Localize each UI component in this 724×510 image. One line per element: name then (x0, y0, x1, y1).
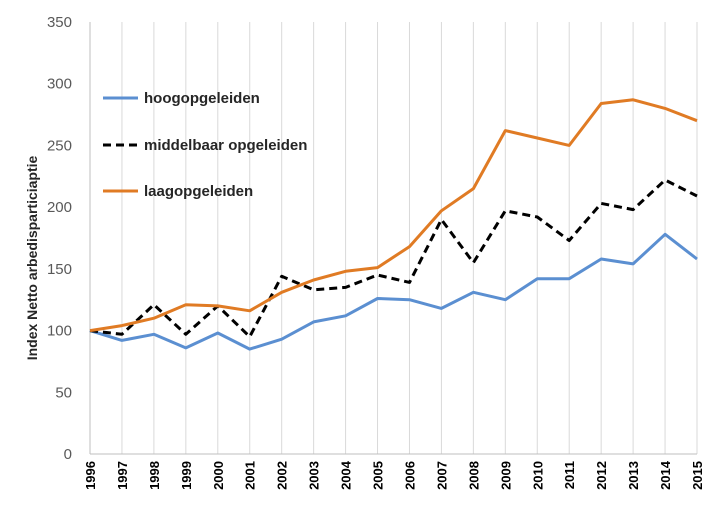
x-tick-label: 2000 (211, 461, 226, 490)
chart-axes (89, 22, 697, 455)
y-tick-label: 150 (47, 261, 72, 278)
y-tick-label: 50 (55, 384, 72, 401)
x-tick-label: 2004 (339, 460, 354, 490)
x-tick-label: 1997 (115, 461, 130, 490)
y-axis-ticks: 0 50 100 150 200 250 300 350 (47, 14, 72, 463)
y-tick-label: 0 (64, 446, 72, 463)
legend-label: hoogopgeleiden (144, 90, 260, 107)
x-tick-label: 2015 (690, 461, 705, 490)
x-tick-label: 2002 (275, 461, 290, 490)
x-axis-ticks: 1996 1997 1998 1999 2000 2001 2002 2003 2004 2005… (83, 460, 705, 490)
y-tick-label: 250 (47, 137, 72, 154)
y-tick-label: 300 (47, 76, 72, 93)
x-tick-label: 2006 (402, 461, 417, 490)
series-line-middelbaar-opgeleiden (89, 178, 698, 339)
y-axis-label: Index Netto arbedisparticiaptie (24, 155, 40, 360)
x-tick-label: 2009 (498, 461, 513, 490)
chart-legend: hoogopgeleiden middelbaar opgeleiden laago… (103, 90, 307, 200)
x-tick-label: 1998 (147, 461, 162, 490)
x-tick-label: 1999 (179, 461, 194, 490)
x-tick-label: 2012 (594, 461, 609, 490)
y-tick-label: 200 (47, 199, 72, 216)
series-line-hoogopgeleiden (89, 232, 698, 351)
x-tick-label: 2005 (371, 461, 386, 490)
legend-label: middelbaar opgeleiden (144, 137, 307, 154)
x-tick-label: 2014 (658, 460, 673, 490)
x-tick-label: 2003 (307, 461, 322, 490)
chart-gridlines (89, 22, 698, 454)
legend-label: laagopgeleiden (144, 183, 253, 200)
chart-series (89, 98, 698, 351)
x-tick-label: 2011 (562, 461, 577, 489)
x-tick-label: 2007 (434, 461, 449, 490)
x-tick-label: 2008 (466, 461, 481, 490)
x-tick-label: 2010 (530, 461, 545, 490)
y-tick-label: 350 (47, 14, 72, 31)
y-tick-label: 100 (47, 323, 72, 340)
x-tick-label: 1996 (83, 461, 98, 490)
series-line-laagopgeleiden (89, 98, 698, 333)
x-tick-label: 2013 (626, 461, 641, 490)
x-tick-label: 2001 (243, 461, 258, 490)
